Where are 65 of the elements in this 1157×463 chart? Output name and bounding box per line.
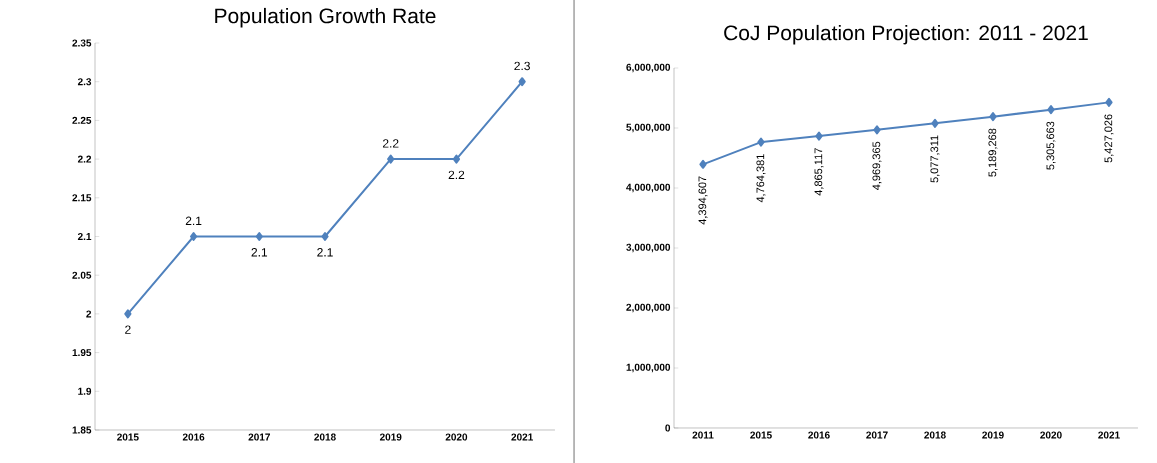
point	[452, 154, 461, 164]
point	[321, 231, 329, 241]
point	[1105, 97, 1113, 107]
data-label: 2.3	[514, 61, 530, 71]
y-tick-label: 2.2	[77, 155, 92, 163]
point	[387, 154, 395, 164]
x-tick-label: 2015	[750, 431, 772, 439]
x-tick-label: 2021	[1098, 431, 1120, 439]
y-tick-label: 3,000,000	[626, 243, 671, 253]
x-tick-label: 2016	[808, 431, 830, 439]
data-label: 2.2	[382, 139, 399, 148]
chart-title: CoJ Population Projection: 2011 - 2021	[724, 24, 1088, 45]
x-tick-label: 2016	[182, 433, 205, 441]
point	[989, 112, 997, 122]
x-tick-label: 2015	[117, 433, 139, 441]
x-tick-label: 2020	[1040, 431, 1062, 439]
y-tick-label: 1.95	[72, 349, 92, 357]
y-tick-label: 2.05	[72, 271, 92, 279]
data-label: 4,394,607	[698, 176, 708, 225]
point	[815, 131, 823, 141]
point	[873, 125, 881, 135]
y-tick-label: 1,000,000	[626, 363, 671, 373]
data-label: 4,764,381	[756, 154, 766, 203]
x-tick-label: 2020	[445, 433, 468, 441]
data-label: 2.1	[317, 248, 333, 257]
data-label: 2.2	[448, 170, 465, 180]
point	[757, 137, 765, 147]
data-label: 5,077,311	[930, 135, 940, 183]
y-tick-label: 2.1	[77, 233, 92, 240]
point	[518, 77, 526, 87]
y-tick-label: 2.35	[72, 39, 92, 47]
x-tick-label: 2017	[248, 433, 270, 441]
point	[189, 231, 198, 241]
data-label: 2.1	[185, 216, 202, 225]
y-tick-label: 2,000,000	[626, 303, 671, 313]
x-tick-label: 2019	[982, 431, 1004, 439]
chart-title: Population Growth Rate	[215, 7, 436, 28]
x-tick-label: 2011	[692, 431, 714, 439]
x-tick-label: 2017	[866, 431, 888, 439]
point	[699, 159, 707, 169]
x-tick-label: 2018	[924, 431, 946, 439]
y-tick-label: 2	[86, 310, 92, 318]
y-tick-label: 2.25	[72, 116, 92, 124]
y-tick-label: 5,000,000	[626, 123, 671, 133]
x-tick-label: 2021	[511, 433, 533, 441]
data-label: 2.1	[251, 248, 268, 257]
data-label: 2	[125, 325, 131, 334]
y-tick-label: 6,000,000	[626, 63, 671, 73]
point	[1047, 105, 1055, 115]
data-label: 4,865,117	[814, 148, 824, 196]
point	[124, 309, 132, 319]
y-tick-label: 0	[665, 424, 671, 432]
y-tick-label: 1.9	[78, 387, 92, 395]
y-tick-label: 2.15	[72, 194, 92, 202]
y-tick-label: 2.3	[77, 78, 92, 86]
x-tick-label: 2019	[379, 433, 402, 441]
data-label: 5,427,026	[1104, 114, 1114, 163]
data-label: 5,305,663	[1046, 121, 1056, 170]
data-label: 5,189,268	[988, 128, 998, 177]
point	[931, 118, 939, 128]
x-tick-label: 2018	[314, 433, 336, 441]
point	[255, 231, 263, 241]
data-label: 4,969,365	[872, 141, 882, 191]
y-tick-label: 1.85	[72, 426, 92, 434]
y-tick-label: 4,000,000	[626, 183, 671, 193]
